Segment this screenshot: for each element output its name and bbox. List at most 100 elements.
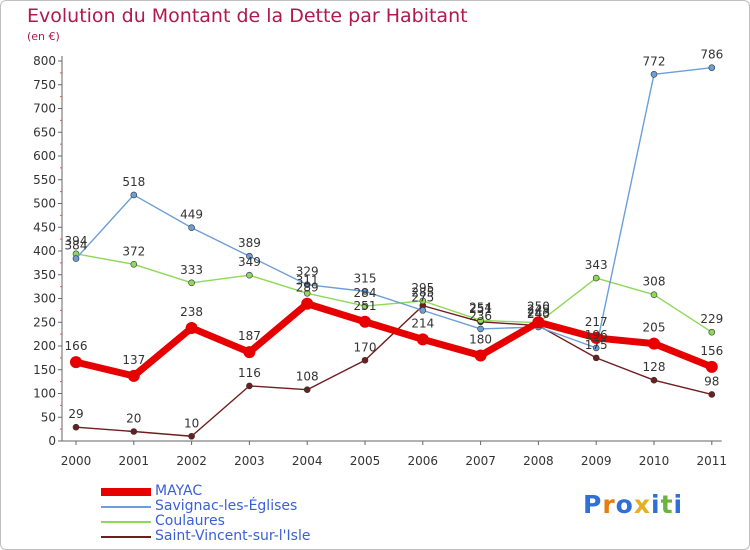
series-line-2	[75, 66, 712, 349]
data-point	[592, 344, 600, 352]
data-label: 254	[469, 300, 492, 314]
x-tick-label: 2007	[465, 454, 496, 468]
y-tick-label: 300	[33, 292, 56, 306]
data-label: 275	[411, 290, 434, 304]
data-label: 243	[527, 306, 550, 320]
data-label: 518	[122, 175, 145, 189]
data-label: 315	[354, 271, 377, 285]
data-label: 170	[354, 340, 377, 354]
y-tick-label: 250	[33, 315, 56, 329]
data-point	[130, 260, 138, 268]
data-label: 238	[180, 305, 203, 319]
data-point	[708, 64, 716, 71]
y-tick-label: 800	[33, 54, 56, 68]
series-line-4	[75, 304, 712, 437]
data-label: 137	[122, 353, 145, 367]
y-tick-label: 100	[33, 387, 56, 401]
chart-title: Evolution du Montant de la Dette par Hab…	[27, 5, 468, 27]
x-tick-label: 2009	[581, 454, 612, 468]
data-point	[246, 252, 253, 260]
data-label: 449	[180, 208, 203, 222]
data-point	[130, 191, 138, 199]
y-tick-label: 750	[33, 78, 56, 92]
data-label: 249	[527, 303, 550, 317]
data-label: 29	[68, 407, 83, 421]
legend-label: Coulaures	[155, 513, 225, 529]
data-label: 333	[180, 263, 203, 277]
data-point	[303, 386, 311, 394]
data-point	[361, 288, 369, 295]
legend-label: Savignac-les-Églises	[155, 498, 298, 514]
data-point	[246, 382, 253, 390]
data-point	[650, 291, 658, 299]
y-tick-label: 0	[48, 434, 56, 448]
legend-swatch	[101, 536, 151, 538]
data-label: 250	[527, 299, 550, 313]
data-point	[592, 354, 600, 362]
y-tick-label: 200	[33, 339, 56, 353]
x-tick-label: 2001	[119, 454, 150, 468]
series-line-3	[75, 253, 713, 333]
data-label: 349	[238, 255, 261, 269]
data-point	[303, 289, 311, 297]
data-label: 116	[238, 366, 261, 380]
data-label: 289	[296, 281, 319, 295]
data-label: 128	[643, 360, 666, 374]
data-point	[127, 369, 140, 382]
data-label: 251	[469, 302, 492, 316]
legend-label: MAYAC	[155, 483, 203, 499]
data-point	[246, 271, 253, 279]
data-point	[130, 428, 138, 435]
data-point	[592, 274, 600, 282]
data-label: 343	[585, 258, 608, 272]
data-label: 166	[65, 339, 88, 353]
data-label: 214	[411, 316, 434, 330]
y-tick-label: 500	[33, 197, 56, 211]
axes: 0 50 100 150 200 250 300 350 400 450 500 550 600 650 7…	[33, 54, 727, 468]
data-label: 372	[122, 244, 145, 258]
data-point	[70, 356, 82, 369]
data-point	[188, 224, 195, 232]
data-point	[72, 255, 80, 262]
y-tick-label: 350	[33, 268, 56, 282]
data-point	[303, 281, 311, 289]
data-label: 20	[126, 412, 141, 426]
data-point	[532, 316, 545, 329]
data-point	[419, 297, 427, 305]
x-tick-label: 2010	[639, 454, 670, 468]
data-label: 205	[643, 321, 666, 335]
data-labels: 29 20 10 116 108 170 285 251 243 175 128 98 394 372 33…	[65, 48, 724, 431]
data-point	[590, 331, 603, 344]
x-tick-label: 2011	[697, 454, 728, 468]
x-tick-label: 2006	[408, 454, 439, 468]
data-label: 389	[238, 236, 261, 250]
data-label: 108	[296, 370, 319, 384]
data-label: 98	[704, 374, 719, 388]
x-tick-label: 2002	[176, 454, 207, 468]
proxiti-logo: Proxiti	[583, 490, 684, 519]
legend-label: Saint-Vincent-sur-l'Isle	[155, 528, 311, 544]
data-point	[185, 321, 198, 334]
series-lines	[70, 64, 718, 440]
data-label: 394	[65, 234, 88, 248]
x-tick-label: 2008	[523, 454, 554, 468]
data-label: 217	[585, 315, 608, 329]
data-label: 329	[296, 265, 319, 279]
y-tick-label: 400	[33, 244, 56, 258]
legend-swatch	[101, 506, 151, 508]
data-point	[708, 391, 716, 398]
data-label: 308	[643, 275, 666, 289]
data-label: 284	[354, 286, 377, 300]
data-point	[72, 423, 80, 431]
data-label: 196	[585, 328, 608, 342]
data-point	[419, 307, 427, 314]
data-label: 251	[354, 299, 377, 313]
x-tick-label: 2003	[234, 454, 265, 468]
data-label: 236	[469, 309, 492, 323]
x-tick-label: 2000	[61, 454, 92, 468]
y-tick-label: 650	[33, 125, 56, 139]
data-label: 156	[700, 344, 723, 358]
data-point	[359, 315, 371, 328]
